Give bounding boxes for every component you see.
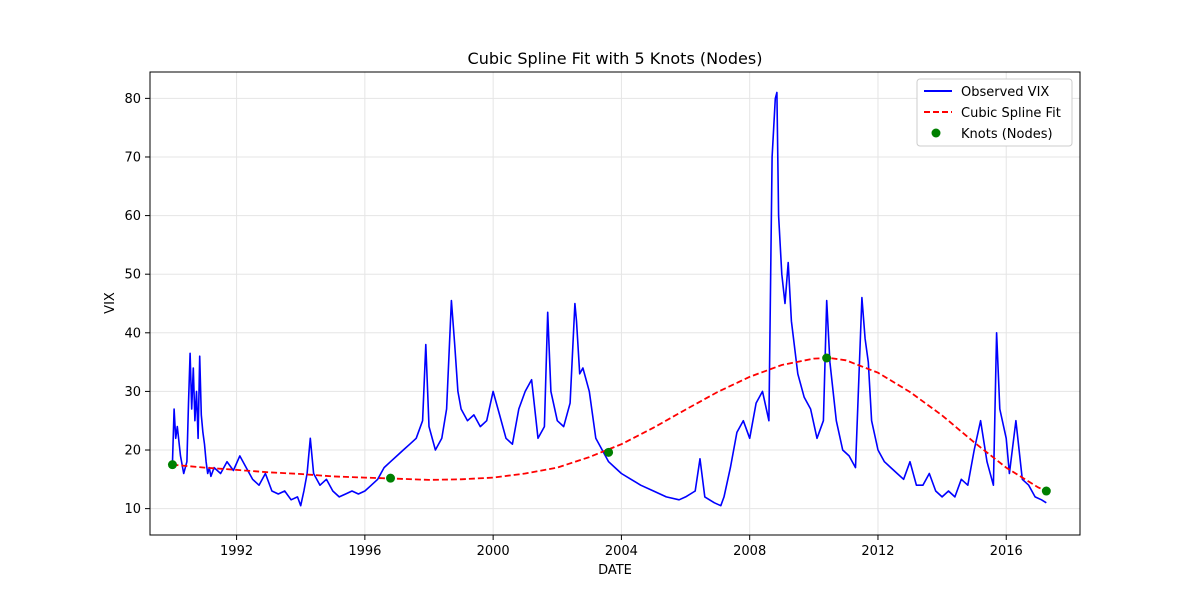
plot-area-frame [149,71,1081,536]
legend: Observed VIX Cubic Spline Fit Knots (Nod… [916,78,1073,147]
knot-point [822,353,832,363]
y-tick-label: 80 [124,92,141,107]
chart-title: Cubic Spline Fit with 5 Knots (Nodes) [468,49,763,68]
x-tick-label: 2012 [861,544,894,559]
x-tick-label: 1992 [220,544,253,559]
legend-label-observed: Observed VIX [961,85,1049,100]
grid [150,72,1080,535]
y-tick-label: 60 [124,209,141,224]
y-tick-label: 50 [124,268,141,283]
y-tick-label: 70 [124,150,141,165]
y-tick-label: 40 [124,326,141,341]
y-tick-label: 10 [124,502,141,517]
x-tick-label: 2016 [990,544,1023,559]
knot-point [386,473,396,483]
legend-box [916,78,1073,147]
series-line-cubic-spline [172,357,1047,492]
series-line-observed-vix [171,91,1047,507]
knot-point [1041,486,1051,496]
x-axis: 1992 1996 2000 2004 2008 2012 2016 [220,535,1023,559]
legend-label-knots: Knots (Nodes) [961,127,1053,142]
y-axis-title: VIX [103,292,118,314]
y-tick-label: 20 [124,444,141,459]
x-tick-label: 1996 [348,544,381,559]
legend-label-spline: Cubic Spline Fit [961,106,1061,121]
knot-point [604,447,614,457]
x-tick-label: 2008 [733,544,766,559]
x-axis-title: DATE [598,563,632,578]
y-tick-label: 30 [124,385,141,400]
series-layer [167,91,1051,507]
y-axis: 10 20 30 40 50 60 70 80 [124,92,150,517]
x-tick-label: 2004 [605,544,638,559]
legend-swatch-knots [931,128,941,138]
x-tick-label: 2000 [477,544,510,559]
knot-point [167,460,177,470]
